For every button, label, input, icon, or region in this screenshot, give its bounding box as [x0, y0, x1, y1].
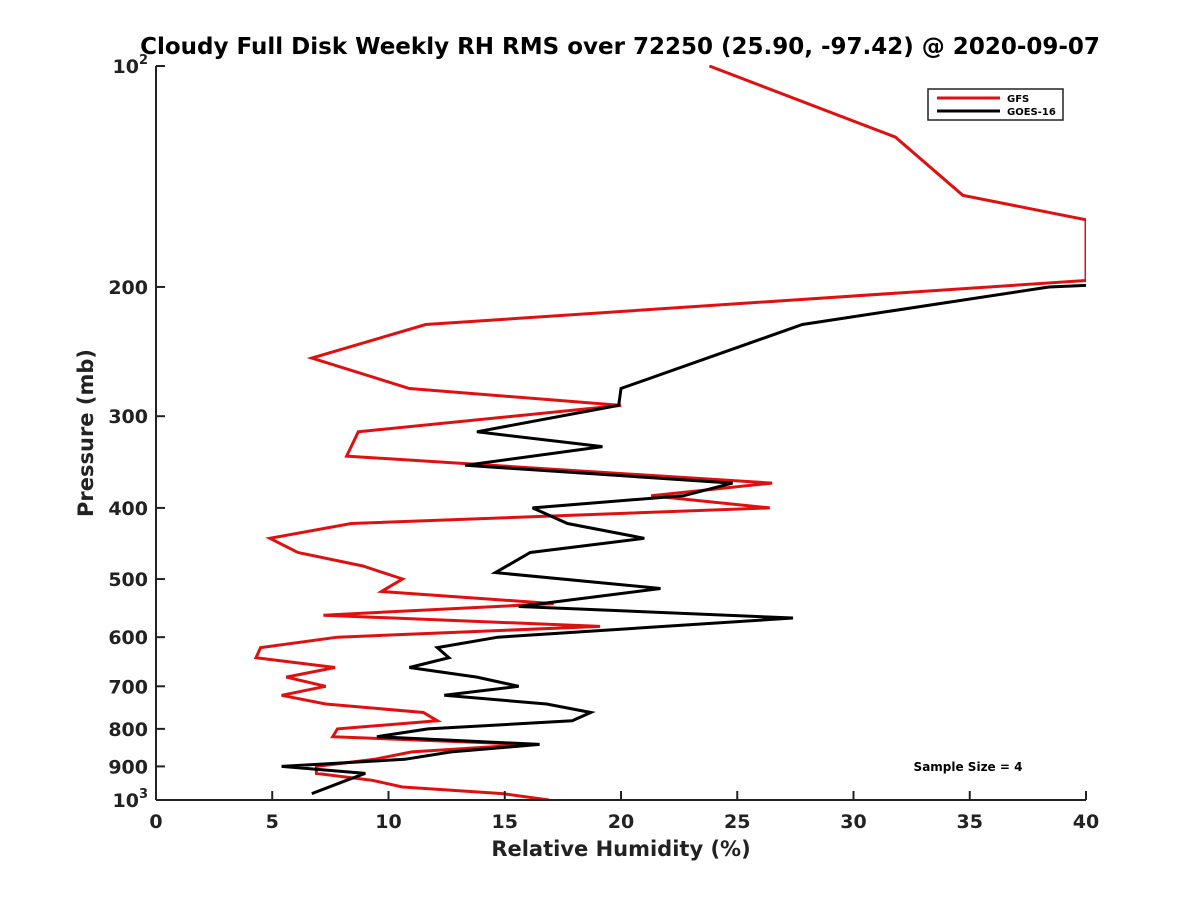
x-tick-label: 20 — [608, 811, 634, 833]
sample-size-annotation: Sample Size = 4 — [914, 760, 1023, 774]
legend-box — [927, 88, 1064, 121]
y-tick-label: 800 — [108, 719, 148, 741]
x-tick-label: 30 — [840, 811, 866, 833]
x-tick-label: 10 — [375, 811, 401, 833]
legend-label: GOES-16 — [1007, 107, 1056, 118]
series-line-goes-16 — [281, 283, 1086, 796]
x-axis-label: Relative Humidity (%) — [491, 837, 750, 861]
series-layer — [253, 65, 1086, 801]
x-tick-label: 5 — [266, 811, 279, 833]
y-tick-label: 500 — [108, 569, 148, 591]
series-line-gfs — [253, 65, 1086, 801]
y-tick-label: 103 — [113, 787, 149, 812]
chart-title: Cloudy Full Disk Weekly RH RMS over 7225… — [140, 34, 1100, 60]
y-tick-label: 600 — [108, 627, 148, 649]
x-tick-label: 15 — [492, 811, 518, 833]
x-tick-label: 25 — [724, 811, 750, 833]
y-tick-label: 200 — [108, 277, 148, 299]
x-tick-label: 40 — [1073, 811, 1099, 833]
y-axis-label: Pressure (mb) — [74, 349, 98, 517]
y-tick-label: 102 — [113, 53, 149, 78]
y-tick-label: 900 — [108, 756, 148, 778]
x-tick-label: 35 — [957, 811, 983, 833]
y-tick-label: 400 — [108, 498, 148, 520]
y-tick-label: 700 — [108, 676, 148, 698]
x-tick-label: 0 — [149, 811, 162, 833]
legend-label: GFS — [1007, 94, 1029, 105]
ticks-layer: 0 5 10 15 20 25 30 35 40 102 200 300 400 500 600 700 800… — [108, 53, 1099, 833]
y-tick-label: 300 — [108, 406, 148, 428]
legend: GFS GOES-16 — [927, 88, 1064, 121]
